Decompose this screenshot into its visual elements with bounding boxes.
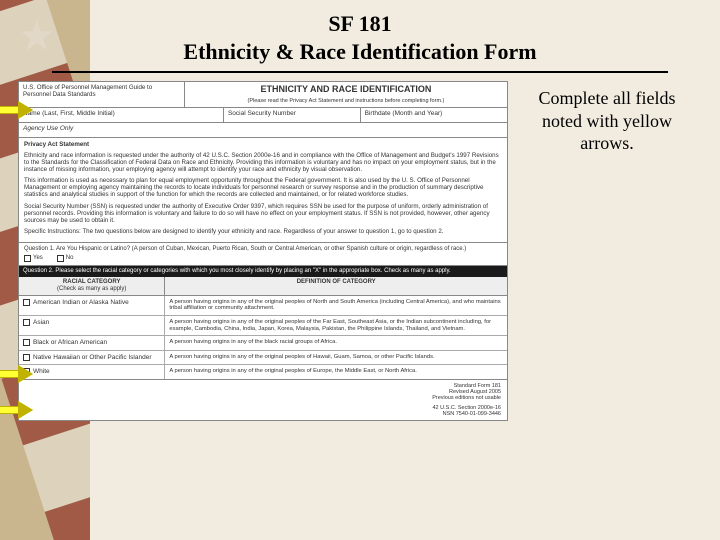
q2-lead: Question 2. Please select the racial cat… bbox=[19, 266, 507, 277]
checkbox-icon bbox=[23, 299, 30, 306]
instructions: Specific Instructions: The two questions… bbox=[24, 228, 502, 235]
agency-header: U.S. Office of Personnel Management Guid… bbox=[19, 82, 185, 107]
form-title: ETHNICITY AND RACE IDENTIFICATION (Pleas… bbox=[185, 82, 507, 107]
privacy-heading: Privacy Act Statement bbox=[24, 141, 502, 148]
privacy-p3: Social Security Number (SSN) is requeste… bbox=[24, 203, 502, 224]
q1-yes: Yes bbox=[24, 255, 43, 262]
title-line2: Ethnicity & Race Identification Form bbox=[183, 39, 536, 64]
category-row: White A person having origins in any of … bbox=[19, 365, 507, 379]
arrow-icon bbox=[0, 367, 34, 381]
side-note: Complete all fields noted with yellow ar… bbox=[522, 81, 692, 421]
checkbox-icon bbox=[57, 255, 64, 262]
privacy-section: Privacy Act Statement Ethnicity and race… bbox=[19, 138, 507, 243]
privacy-p1: Ethnicity and race information is reques… bbox=[24, 152, 502, 173]
category-row: American Indian or Alaska Native A perso… bbox=[19, 296, 507, 316]
form-footer: Standard Form 181 Revised August 2005 Pr… bbox=[19, 380, 507, 421]
agency-use: Agency Use Only bbox=[19, 123, 507, 137]
birthdate-field: Birthdate (Month and Year) bbox=[361, 108, 507, 122]
title-underline bbox=[52, 71, 668, 73]
id-row: Name (Last, First, Middle Initial) Socia… bbox=[19, 108, 507, 123]
checkbox-icon bbox=[23, 354, 30, 361]
category-header: RACIAL CATEGORY(Check as many as apply) … bbox=[19, 277, 507, 296]
slide: SF 181 Ethnicity & Race Identification F… bbox=[0, 0, 720, 431]
sf181-form: U.S. Office of Personnel Management Guid… bbox=[18, 81, 508, 421]
name-field: Name (Last, First, Middle Initial) bbox=[19, 108, 224, 122]
ssn-field: Social Security Number bbox=[224, 108, 361, 122]
category-row: Asian A person having origins in any of … bbox=[19, 316, 507, 336]
content-row: U.S. Office of Personnel Management Guid… bbox=[18, 81, 702, 421]
arrow-icon bbox=[0, 403, 34, 417]
arrow-icon bbox=[0, 103, 34, 117]
question-1: Question 1. Are You Hispanic or Latino? … bbox=[19, 243, 507, 266]
checkbox-icon bbox=[23, 339, 30, 346]
category-row: Black or African American A person havin… bbox=[19, 336, 507, 350]
slide-title: SF 181 Ethnicity & Race Identification F… bbox=[18, 10, 702, 65]
category-row: Native Hawaiian or Other Pacific Islande… bbox=[19, 351, 507, 365]
form-wrap: U.S. Office of Personnel Management Guid… bbox=[18, 81, 508, 421]
privacy-p2: This information is used as necessary to… bbox=[24, 177, 502, 198]
checkbox-icon bbox=[24, 255, 31, 262]
checkbox-icon bbox=[23, 319, 30, 326]
q1-no: No bbox=[57, 255, 74, 262]
title-line1: SF 181 bbox=[328, 11, 391, 36]
